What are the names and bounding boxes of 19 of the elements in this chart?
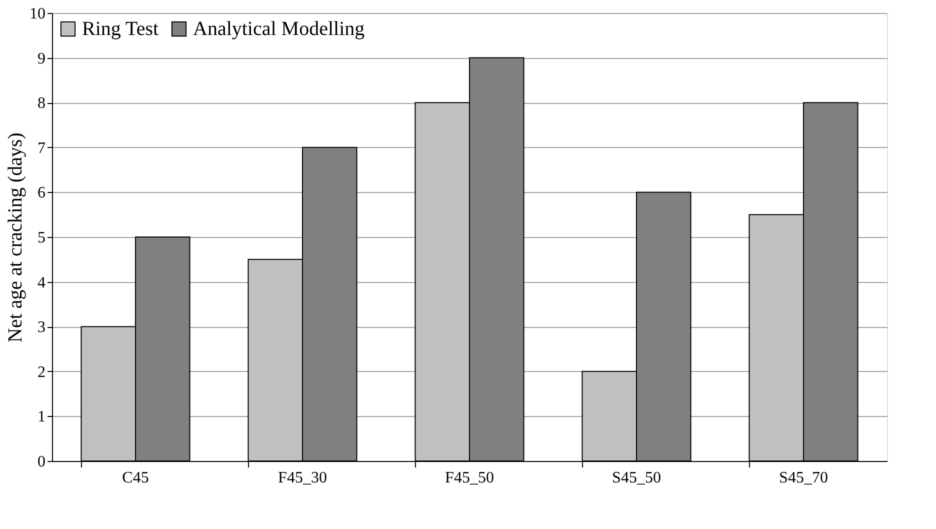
y-tick-label: 0 — [38, 454, 46, 470]
y-tick-label: 4 — [38, 274, 46, 292]
legend-label: Analytical Modelling — [193, 18, 365, 40]
y-tick-label: 9 — [38, 50, 46, 68]
y-tick-label: 3 — [38, 319, 46, 336]
legend-label: Ring Test — [82, 18, 160, 40]
y-tick-label: 10 — [30, 6, 46, 22]
y-tick-label: 8 — [38, 95, 46, 112]
x-tick-label: F45_50 — [445, 470, 494, 486]
y-axis-title: Net age at cracking (days) — [4, 132, 26, 342]
x-tick-label: S45_70 — [779, 470, 828, 486]
y-tick-label: 6 — [38, 184, 46, 202]
y-tick-label: 7 — [38, 140, 46, 157]
x-tick-label: S45_50 — [612, 470, 661, 486]
x-tick-label: F45_30 — [278, 470, 327, 486]
y-tick-label: 2 — [38, 364, 46, 381]
y-tick-label: 1 — [38, 408, 46, 426]
y-tick-label: 5 — [38, 230, 46, 246]
x-tick-label: C45 — [122, 470, 149, 486]
